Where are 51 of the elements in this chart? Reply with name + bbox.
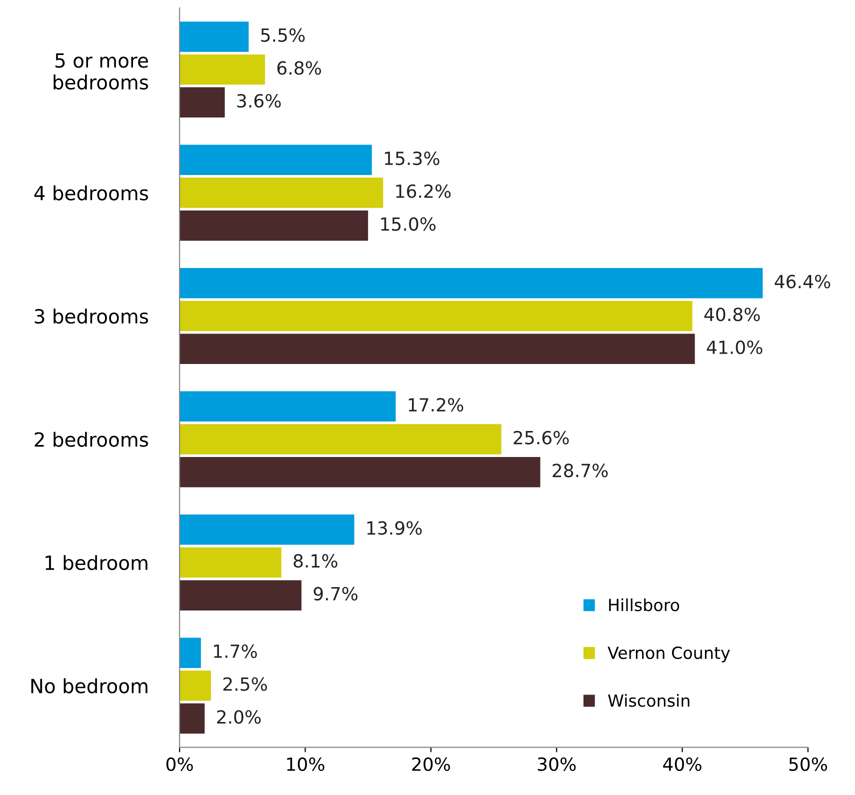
bar xyxy=(180,638,201,668)
bar xyxy=(180,334,695,364)
legend-label: Hillsboro xyxy=(609,598,680,612)
x-tick-label: 10% xyxy=(287,757,324,771)
data-label: 25.6% xyxy=(514,430,569,444)
x-tick-label: 40% xyxy=(663,757,702,771)
x-tick-label: 0% xyxy=(166,757,193,771)
bar xyxy=(180,210,368,241)
data-label: 41.0% xyxy=(706,340,762,354)
data-label: 5.5% xyxy=(261,28,305,42)
data-label: 8.1% xyxy=(294,554,338,568)
bar xyxy=(180,456,540,488)
y-tick-label: 1 bedroom xyxy=(46,555,148,570)
bar xyxy=(180,22,249,52)
x-tick-label: 20% xyxy=(412,757,450,771)
data-label: 13.9% xyxy=(367,521,422,535)
bar xyxy=(180,391,396,422)
data-label: 1.7% xyxy=(214,644,257,658)
data-label: 15.3% xyxy=(384,152,440,166)
y-tick-label: 3 bedrooms xyxy=(34,308,148,324)
data-label: 9.7% xyxy=(314,586,358,601)
bar xyxy=(180,87,225,118)
bar xyxy=(180,703,205,734)
data-label: 28.7% xyxy=(552,464,608,478)
bar xyxy=(180,300,692,332)
data-label: 46.4% xyxy=(774,274,830,288)
legend-label: Wisconsin xyxy=(608,694,690,707)
data-label: 16.2% xyxy=(396,184,451,198)
y-tick-label: 5 or more bedrooms xyxy=(54,53,148,90)
x-tick-label: 50% xyxy=(789,757,828,771)
data-label: 17.2% xyxy=(408,398,464,412)
y-tick-label: 2 bedrooms xyxy=(34,432,148,447)
bar xyxy=(180,547,282,578)
data-label: 3.6% xyxy=(237,94,281,108)
bar xyxy=(180,514,354,545)
bar xyxy=(180,178,384,208)
data-label: 6.8% xyxy=(277,61,321,75)
bar xyxy=(180,268,763,298)
bar xyxy=(180,144,372,176)
legend-label: Vernon County xyxy=(608,646,730,662)
x-tick-label: 30% xyxy=(538,757,576,771)
data-label: 40.8% xyxy=(704,308,760,322)
bar xyxy=(180,580,302,610)
data-label: 15.0% xyxy=(381,217,436,231)
bar xyxy=(180,670,211,701)
data-label: 2.5% xyxy=(223,677,267,691)
y-tick-label: No bedroom xyxy=(31,678,148,694)
bar xyxy=(180,424,502,454)
bar xyxy=(180,54,266,85)
data-label: 2.0% xyxy=(217,710,261,724)
y-tick-label: 4 bedrooms xyxy=(34,185,148,200)
